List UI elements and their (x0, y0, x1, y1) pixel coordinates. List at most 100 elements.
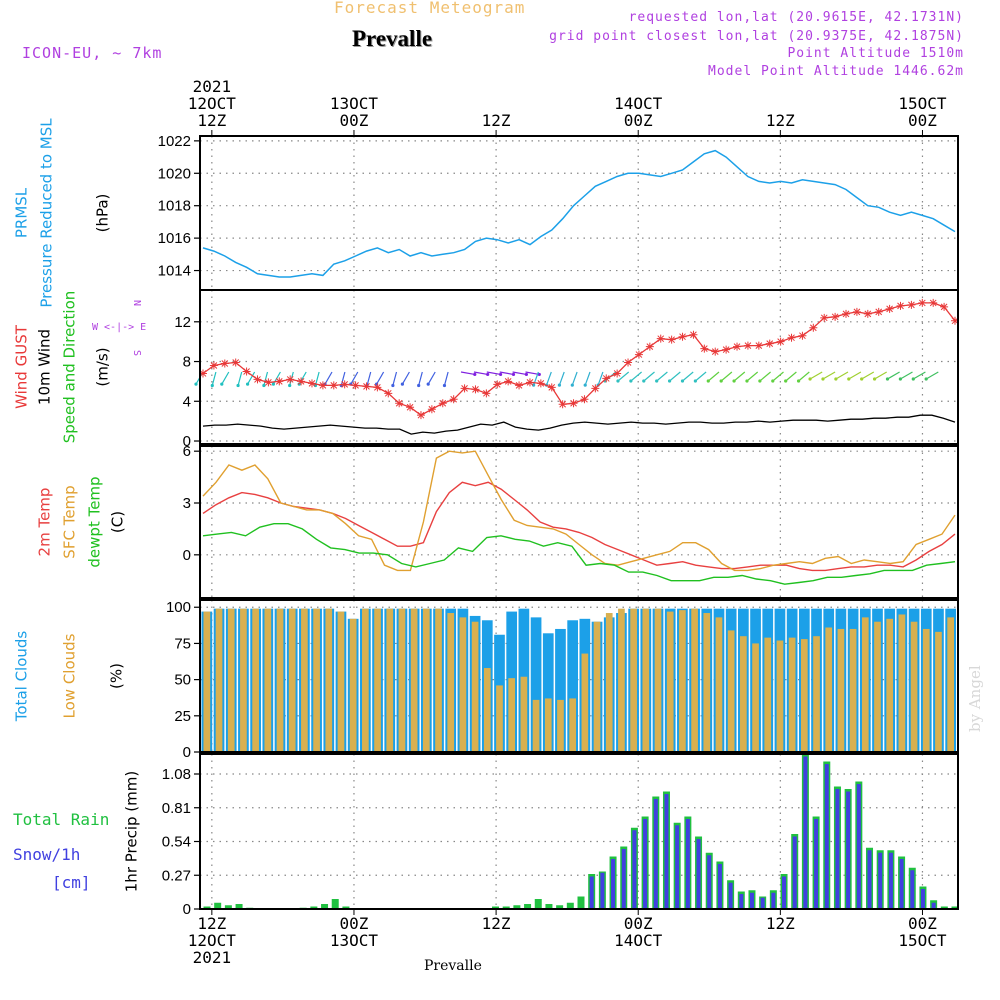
low-cloud-bar (349, 618, 357, 752)
model-point-altitude: Model Point Altitude 1446.62m (708, 64, 964, 79)
gust-marker (373, 383, 382, 392)
low-cloud-bar (740, 636, 747, 752)
wind-arrow (669, 371, 681, 382)
low-cloud-bar (557, 699, 564, 752)
wind-arrow (861, 371, 875, 380)
wind-arrow (237, 371, 243, 386)
rain-bar (513, 905, 521, 909)
wind-arrow (350, 371, 359, 385)
gust-marker (722, 345, 731, 354)
wind-arrow-head (524, 372, 528, 377)
low-cloud-bar (813, 636, 820, 752)
low-cloud-bar (837, 628, 845, 752)
snow-bar (696, 839, 701, 909)
panel-ylabel-precip: 1hr Precip (mm) (123, 771, 141, 892)
y-tick-label: 1.08 (162, 766, 191, 783)
wind-arrow (822, 371, 836, 380)
wind-arrow (366, 371, 372, 386)
wind-arrow (925, 371, 939, 380)
snow-bar (824, 764, 829, 909)
wind-arrow (772, 371, 784, 382)
low-cloud-bar (922, 628, 930, 752)
y-tick-label: 12 (174, 314, 191, 331)
wind-arrow (427, 371, 436, 385)
y-tick-label: 0 (183, 547, 191, 564)
station-title: Prevalle (352, 26, 433, 51)
bottom-time-label: 00Z (908, 914, 937, 933)
wind-arrow-head (498, 372, 503, 377)
y-tick-label: 25 (174, 708, 191, 725)
snow-bar (643, 819, 648, 909)
gust-marker (885, 304, 894, 313)
wind-arrow-head (537, 372, 541, 377)
wind-arrow (835, 371, 849, 380)
gust-marker (809, 323, 818, 332)
wind-arrow-head (236, 383, 240, 388)
rain-bar (577, 896, 585, 909)
gust-marker (700, 344, 709, 353)
wind-arrow-head (557, 383, 562, 387)
gust-marker (406, 403, 415, 412)
gust-marker (493, 380, 502, 389)
snow-bar (910, 870, 915, 909)
bottom-time-label: 12OCT (188, 931, 237, 950)
wind-arrow-head (808, 377, 812, 381)
low-cloud-bar (374, 608, 381, 752)
low-cloud-bar (800, 639, 808, 752)
wind-arrow (900, 371, 913, 380)
low-cloud-bar (447, 613, 455, 752)
gust-marker (242, 367, 251, 376)
gust-marker (667, 335, 676, 344)
gust-marker (286, 375, 295, 384)
snow-bar (589, 876, 594, 909)
wind-arrow-head (288, 383, 292, 388)
gust-marker (842, 309, 851, 318)
panel-ylabel-clouds: (%) (108, 663, 126, 689)
y-tick-label: 1014 (158, 263, 191, 280)
snow-bar (675, 825, 680, 909)
low-cloud-bar (788, 637, 796, 752)
wind-arrow (314, 371, 320, 386)
low-cloud-bar (910, 621, 918, 752)
pressure-line (202, 149, 956, 278)
panel-ylabel-clouds: Total Clouds (13, 631, 31, 723)
snow-bar (632, 830, 637, 909)
y-tick-label: 8 (183, 354, 191, 371)
wind-arrow-head (642, 379, 646, 383)
low-cloud-bar (874, 621, 881, 752)
gust-marker (220, 359, 229, 368)
gust-marker (787, 333, 796, 342)
total-cloud-bar (542, 633, 554, 752)
low-cloud-bar (410, 608, 418, 752)
gust-marker (863, 309, 872, 318)
panel-ylabel-pressure: Pressure Reduced to MSL (38, 118, 56, 308)
wind-arrow (473, 371, 488, 376)
low-cloud-bar (508, 678, 516, 752)
rain-bar (940, 906, 948, 909)
snow-bar (835, 789, 840, 909)
gust-marker (482, 389, 491, 398)
wind-arrow (785, 371, 797, 382)
wind-arrow (617, 371, 630, 382)
wind-arrow (682, 371, 694, 382)
snow-bar (611, 859, 616, 909)
grid-point-location: grid point closest lon,lat (20.9375E, 42… (549, 29, 964, 44)
wind-arrow-head (583, 383, 587, 387)
wind-arrow (512, 371, 527, 376)
chart-suptitle: Forecast Meteogram (334, 0, 526, 17)
rain-bar (502, 906, 510, 909)
y-tick-label: 1022 (158, 133, 191, 150)
rain-bar (556, 905, 564, 909)
wind-arrow-head (758, 379, 762, 383)
wind-arrow (211, 371, 217, 386)
low-cloud-bar (898, 614, 906, 752)
snow-bar (653, 799, 658, 909)
snow-bar (867, 850, 872, 909)
low-cloud-bar (471, 621, 479, 752)
top-time-label: 2021 (193, 77, 232, 96)
wind-arrow (263, 371, 269, 386)
wind-arrow-head (246, 382, 250, 386)
gust-marker (449, 395, 458, 404)
wind-arrow (643, 371, 655, 382)
gust-marker (711, 347, 720, 356)
